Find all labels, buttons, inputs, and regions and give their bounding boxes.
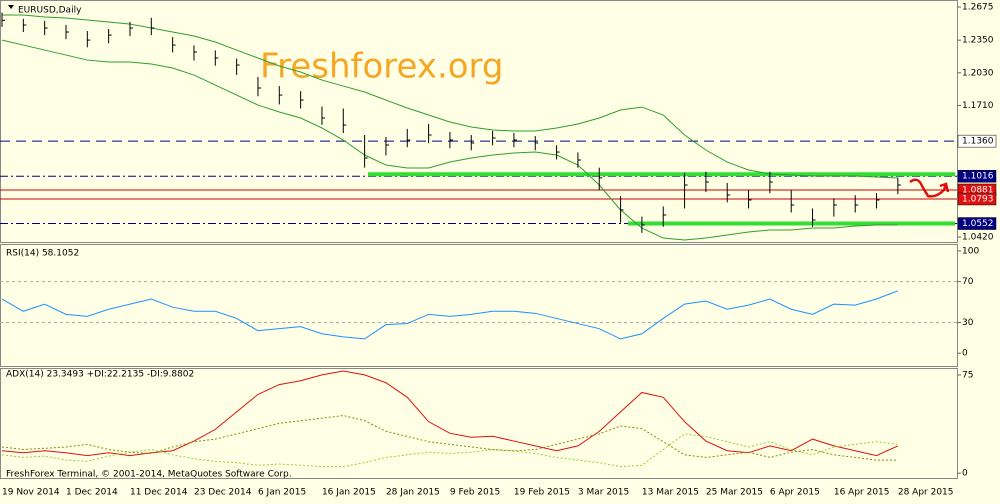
level-label-box <box>957 192 997 206</box>
x-tick-label: 11 Dec 2014 <box>130 488 188 498</box>
x-tick-label: 19 Feb 2015 <box>514 488 570 498</box>
plot-area <box>0 12 957 241</box>
level-label: 1.0552 <box>962 219 994 229</box>
x-tick-label: 9 Feb 2015 <box>450 488 500 498</box>
footer: FreshForex Terminal, © 2001-2014, MetaQu… <box>6 470 292 480</box>
x-tick-label: 23 Dec 2014 <box>194 488 252 498</box>
forecast-arrow <box>909 178 950 198</box>
y-tick-label: 30 <box>962 318 974 328</box>
x-tick-label: 16 Apr 2015 <box>834 488 890 498</box>
level-label-box <box>957 217 997 230</box>
level-label-box <box>957 169 997 183</box>
chart-title: EURUSD,Daily <box>18 6 82 16</box>
level-label: 1.0793 <box>962 194 994 204</box>
level-label-box <box>957 134 997 148</box>
plot-area <box>1 370 899 468</box>
x-tick-label: 13 Mar 2015 <box>642 488 699 498</box>
x-tick-label: 25 Mar 2015 <box>706 488 763 498</box>
series-line <box>1 415 898 461</box>
menu-triangle[interactable] <box>8 5 14 9</box>
rsi-title: RSI(14) 58.1052 <box>6 249 79 259</box>
y-tick-label: 0 <box>962 469 968 479</box>
y-tick-label: 70 <box>962 277 974 287</box>
level-label: 1.1016 <box>962 172 994 182</box>
watermark: Freshforex.org <box>260 47 504 87</box>
x-tick-label: 28 Jan 2015 <box>386 488 440 498</box>
x-tick-label: 19 Nov 2014 <box>2 488 60 498</box>
band-line <box>1 39 898 241</box>
y-tick-label: 1.2350 <box>962 36 994 46</box>
x-tick-label: 3 Mar 2015 <box>578 488 629 498</box>
x-tick-label: 16 Jan 2015 <box>322 488 376 498</box>
y-tick-label: 100 <box>962 246 979 256</box>
level-label: 1.1360 <box>962 137 994 147</box>
series-line <box>1 433 898 468</box>
series-line <box>1 370 899 457</box>
y-tick-label: 1.2675 <box>962 3 994 13</box>
x-tick-label: 6 Jan 2015 <box>258 488 306 498</box>
y-tick-label: 1.2030 <box>962 68 994 78</box>
level-label: 1.0881 <box>962 185 994 195</box>
plot-area <box>0 281 957 340</box>
x-tick-label: 1 Dec 2014 <box>66 488 118 498</box>
y-tick-label: 1.0420 <box>962 233 994 243</box>
x-tick-label: 28 Apr 2015 <box>898 488 954 498</box>
y-tick-label: 1.1710 <box>962 101 994 111</box>
x-tick-label: 6 Apr 2015 <box>770 488 820 498</box>
y-tick-label: 75 <box>962 370 973 380</box>
panel-frames <box>0 0 958 479</box>
adx-title: ADX(14) 23.3493 +DI:22.2135 -DI:9.8802 <box>6 370 194 380</box>
series-line <box>1 290 899 340</box>
y-tick-label: 0 <box>962 349 968 359</box>
